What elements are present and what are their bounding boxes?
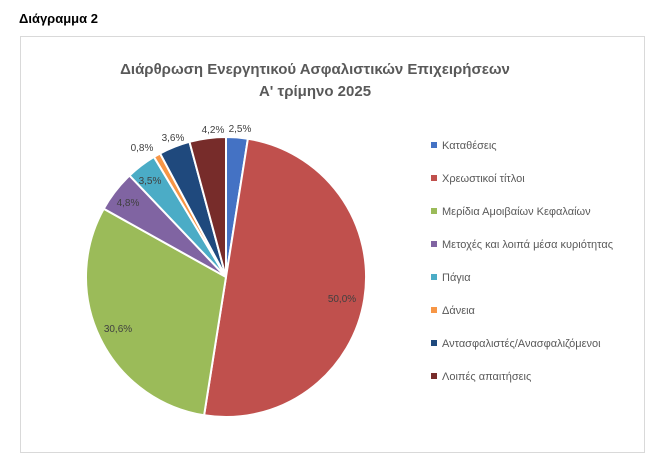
pie-slice [188, 135, 227, 278]
legend-swatch [431, 241, 437, 247]
legend-label: Μερίδια Αμοιβαίων Κεφαλαίων [442, 206, 591, 218]
legend-swatch [431, 307, 437, 313]
legend-swatch [431, 373, 437, 379]
legend-swatch [431, 274, 437, 280]
data-label: 50,0% [328, 294, 356, 305]
legend-label: Λοιπές απαιτήσεις [442, 371, 531, 383]
data-label: 0,8% [131, 143, 154, 154]
legend-label: Καταθέσεις [442, 140, 497, 152]
legend-label: Αντασφαλιστές/Ανασφαλιζόμενοι [442, 338, 601, 350]
figure-heading: Διάγραμμα 2 [19, 11, 98, 26]
legend-label: Δάνεια [442, 305, 476, 317]
chart-subtitle: Α' τρίμηνο 2025 [259, 83, 371, 100]
legend-swatch [431, 142, 437, 148]
legend-label: Χρεωστικοί τίτλοι [442, 173, 525, 185]
pie-slice [85, 207, 228, 417]
data-label: 4,8% [117, 198, 140, 209]
data-label: 3,5% [139, 176, 162, 187]
legend-swatch [431, 208, 437, 214]
data-label: 30,6% [104, 324, 132, 335]
legend-label: Πάγια [442, 272, 471, 284]
data-label: 4,2% [202, 125, 225, 136]
data-label: 2,5% [229, 124, 252, 135]
chart-title: Διάρθρωση Ενεργητικού Ασφαλιστικών Επιχε… [120, 61, 510, 78]
pie-slice [202, 137, 368, 419]
legend-label: Μετοχές και λοιπά μέσα κυριότητας [442, 239, 613, 251]
data-label: 3,6% [162, 133, 185, 144]
legend-swatch [431, 340, 437, 346]
legend-swatch [431, 175, 437, 181]
